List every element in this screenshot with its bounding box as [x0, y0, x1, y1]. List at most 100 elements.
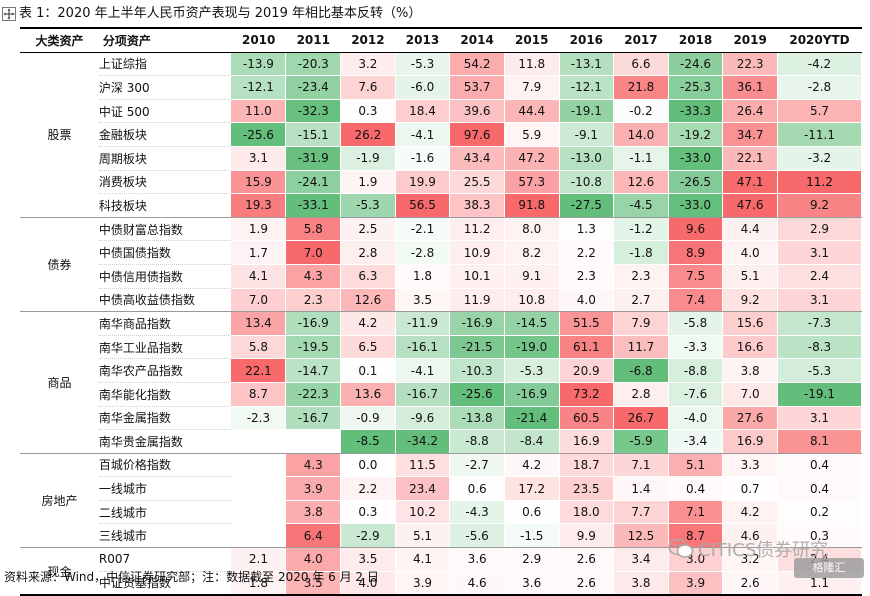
- value-cell: 54.2: [449, 52, 505, 77]
- value-cell: 4.6: [449, 571, 505, 596]
- value-cell: 4.3: [285, 453, 342, 478]
- value-cell: -9.1: [559, 122, 615, 147]
- value-cell: -23.4: [285, 75, 342, 100]
- sub-asset-cell: 南华贵金属指数: [98, 429, 232, 454]
- value-cell: 7.5: [668, 264, 724, 289]
- value-cell: -2.8: [777, 75, 863, 100]
- value-cell: -5.6: [449, 523, 505, 549]
- value-cell: 20.9: [559, 358, 615, 383]
- sub-asset-cell: 南华商品指数: [98, 311, 232, 336]
- value-cell: 1.9: [231, 217, 287, 242]
- value-cell: -8.4: [504, 429, 560, 454]
- value-cell: 12.6: [613, 170, 669, 195]
- value-cell: 3.1: [231, 146, 287, 171]
- gelonghui-badge: 格隆汇: [794, 558, 864, 578]
- value-cell: [231, 500, 287, 525]
- table-row: 沪深 300 -12.1 -23.4 7.6 -6.0 53.7 7.9 -12.1 21.8-…: [20, 75, 863, 100]
- value-cell: [231, 476, 287, 501]
- value-cell: -2.9: [340, 523, 396, 549]
- value-cell: -13.0: [559, 146, 615, 171]
- value-cell: 5.8: [285, 217, 342, 242]
- value-cell: 12.6: [340, 288, 396, 313]
- sub-asset-cell: 中债信用债指数: [98, 264, 232, 289]
- value-cell: 2.1: [231, 547, 287, 572]
- value-cell: 0.4: [777, 453, 863, 478]
- table-row: 房地产 百城价格指数 4.3 0.0 11.5 -2.7 4.2 18.7 7.1 5.1 3.3 0…: [20, 453, 863, 549]
- value-cell: -5.3: [340, 193, 396, 218]
- value-cell: 3.2: [340, 52, 396, 77]
- value-cell: -2.8: [395, 240, 451, 265]
- value-cell: -8.8: [668, 358, 724, 383]
- value-cell: -3.4: [668, 429, 724, 454]
- value-cell: 2.6: [722, 571, 778, 596]
- value-cell: -10.3: [449, 358, 505, 383]
- value-cell: -5.3: [395, 52, 451, 77]
- value-cell: [285, 429, 342, 454]
- value-cell: -12.1: [559, 75, 615, 100]
- value-cell: 2.6: [559, 547, 615, 572]
- value-cell: 11.2: [449, 217, 505, 242]
- header-row: 大类资产 分项资产 2010 2011 2012 2013 2014 2015 2016 2017…: [20, 26, 862, 53]
- value-cell: 3.1: [777, 288, 863, 313]
- value-cell: 97.6: [449, 122, 505, 147]
- value-cell: -1.9: [340, 146, 396, 171]
- value-cell: 57.3: [504, 170, 560, 195]
- sub-asset-cell: 上证综指: [98, 52, 232, 77]
- value-cell: -24.1: [285, 170, 342, 195]
- value-cell: 47.6: [722, 193, 778, 218]
- value-cell: -2.3: [231, 406, 287, 431]
- value-cell: 18.0: [559, 500, 615, 525]
- value-cell: 11.2: [777, 170, 863, 195]
- value-cell: 34.7: [722, 122, 778, 147]
- value-cell: -11.9: [395, 311, 451, 336]
- header-sub-asset: 分项资产: [98, 26, 232, 53]
- value-cell: -2.1: [395, 217, 451, 242]
- value-cell: 8.7: [668, 523, 724, 549]
- value-cell: 16.6: [722, 335, 778, 360]
- sub-asset-cell: 南华金属指数: [98, 406, 232, 431]
- header-year: 2013: [395, 26, 450, 53]
- value-cell: 5.1: [722, 264, 778, 289]
- value-cell: 7.0: [231, 288, 287, 313]
- value-cell: -7.3: [777, 311, 863, 336]
- table-row: 南华农产品指数 22.1 -14.7 0.1 -4.1 -10.3 -5.3 20.9 -6.8…: [20, 358, 863, 383]
- value-cell: -13.8: [449, 406, 505, 431]
- value-cell: 27.6: [722, 406, 778, 431]
- value-cell: 26.4: [722, 99, 778, 124]
- value-cell: -13.9: [231, 52, 287, 77]
- value-cell: 3.9: [285, 476, 342, 501]
- value-cell: 12.5: [613, 523, 669, 549]
- value-cell: 4.6: [722, 523, 778, 549]
- value-cell: 13.6: [340, 382, 396, 407]
- value-cell: 1.4: [613, 476, 669, 501]
- value-cell: -4.0: [668, 406, 724, 431]
- table-row: 南华能化指数 8.7 -22.3 13.6 -16.7 -25.6 -16.9 73.2 2.8…: [20, 382, 863, 407]
- category-cell: 房地产: [20, 453, 99, 549]
- value-cell: -19.0: [504, 335, 560, 360]
- value-cell: 3.0: [668, 547, 724, 572]
- value-cell: 3.1: [777, 240, 863, 265]
- value-cell: 3.2: [722, 547, 778, 572]
- value-cell: -14.7: [285, 358, 342, 383]
- value-cell: 0.7: [722, 476, 778, 501]
- value-cell: 9.6: [668, 217, 724, 242]
- value-cell: 7.1: [613, 453, 669, 478]
- value-cell: -14.5: [504, 311, 560, 336]
- move-handle-icon[interactable]: [2, 7, 16, 21]
- value-cell: 61.1: [559, 335, 615, 360]
- value-cell: 0.3: [340, 500, 396, 525]
- value-cell: 4.1: [395, 547, 451, 572]
- value-cell: 15.9: [231, 170, 287, 195]
- value-cell: -19.1: [559, 99, 615, 124]
- value-cell: -0.2: [613, 99, 669, 124]
- value-cell: 7.9: [613, 311, 669, 336]
- value-cell: 3.8: [285, 500, 342, 525]
- value-cell: 13.4: [231, 311, 287, 336]
- value-cell: -25.6: [449, 382, 505, 407]
- value-cell: 9.2: [722, 288, 778, 313]
- value-cell: 18.7: [559, 453, 615, 478]
- value-cell: 3.6: [504, 571, 560, 596]
- value-cell: -5.9: [613, 429, 669, 454]
- value-cell: 0.0: [340, 453, 396, 478]
- value-cell: 2.2: [340, 476, 396, 501]
